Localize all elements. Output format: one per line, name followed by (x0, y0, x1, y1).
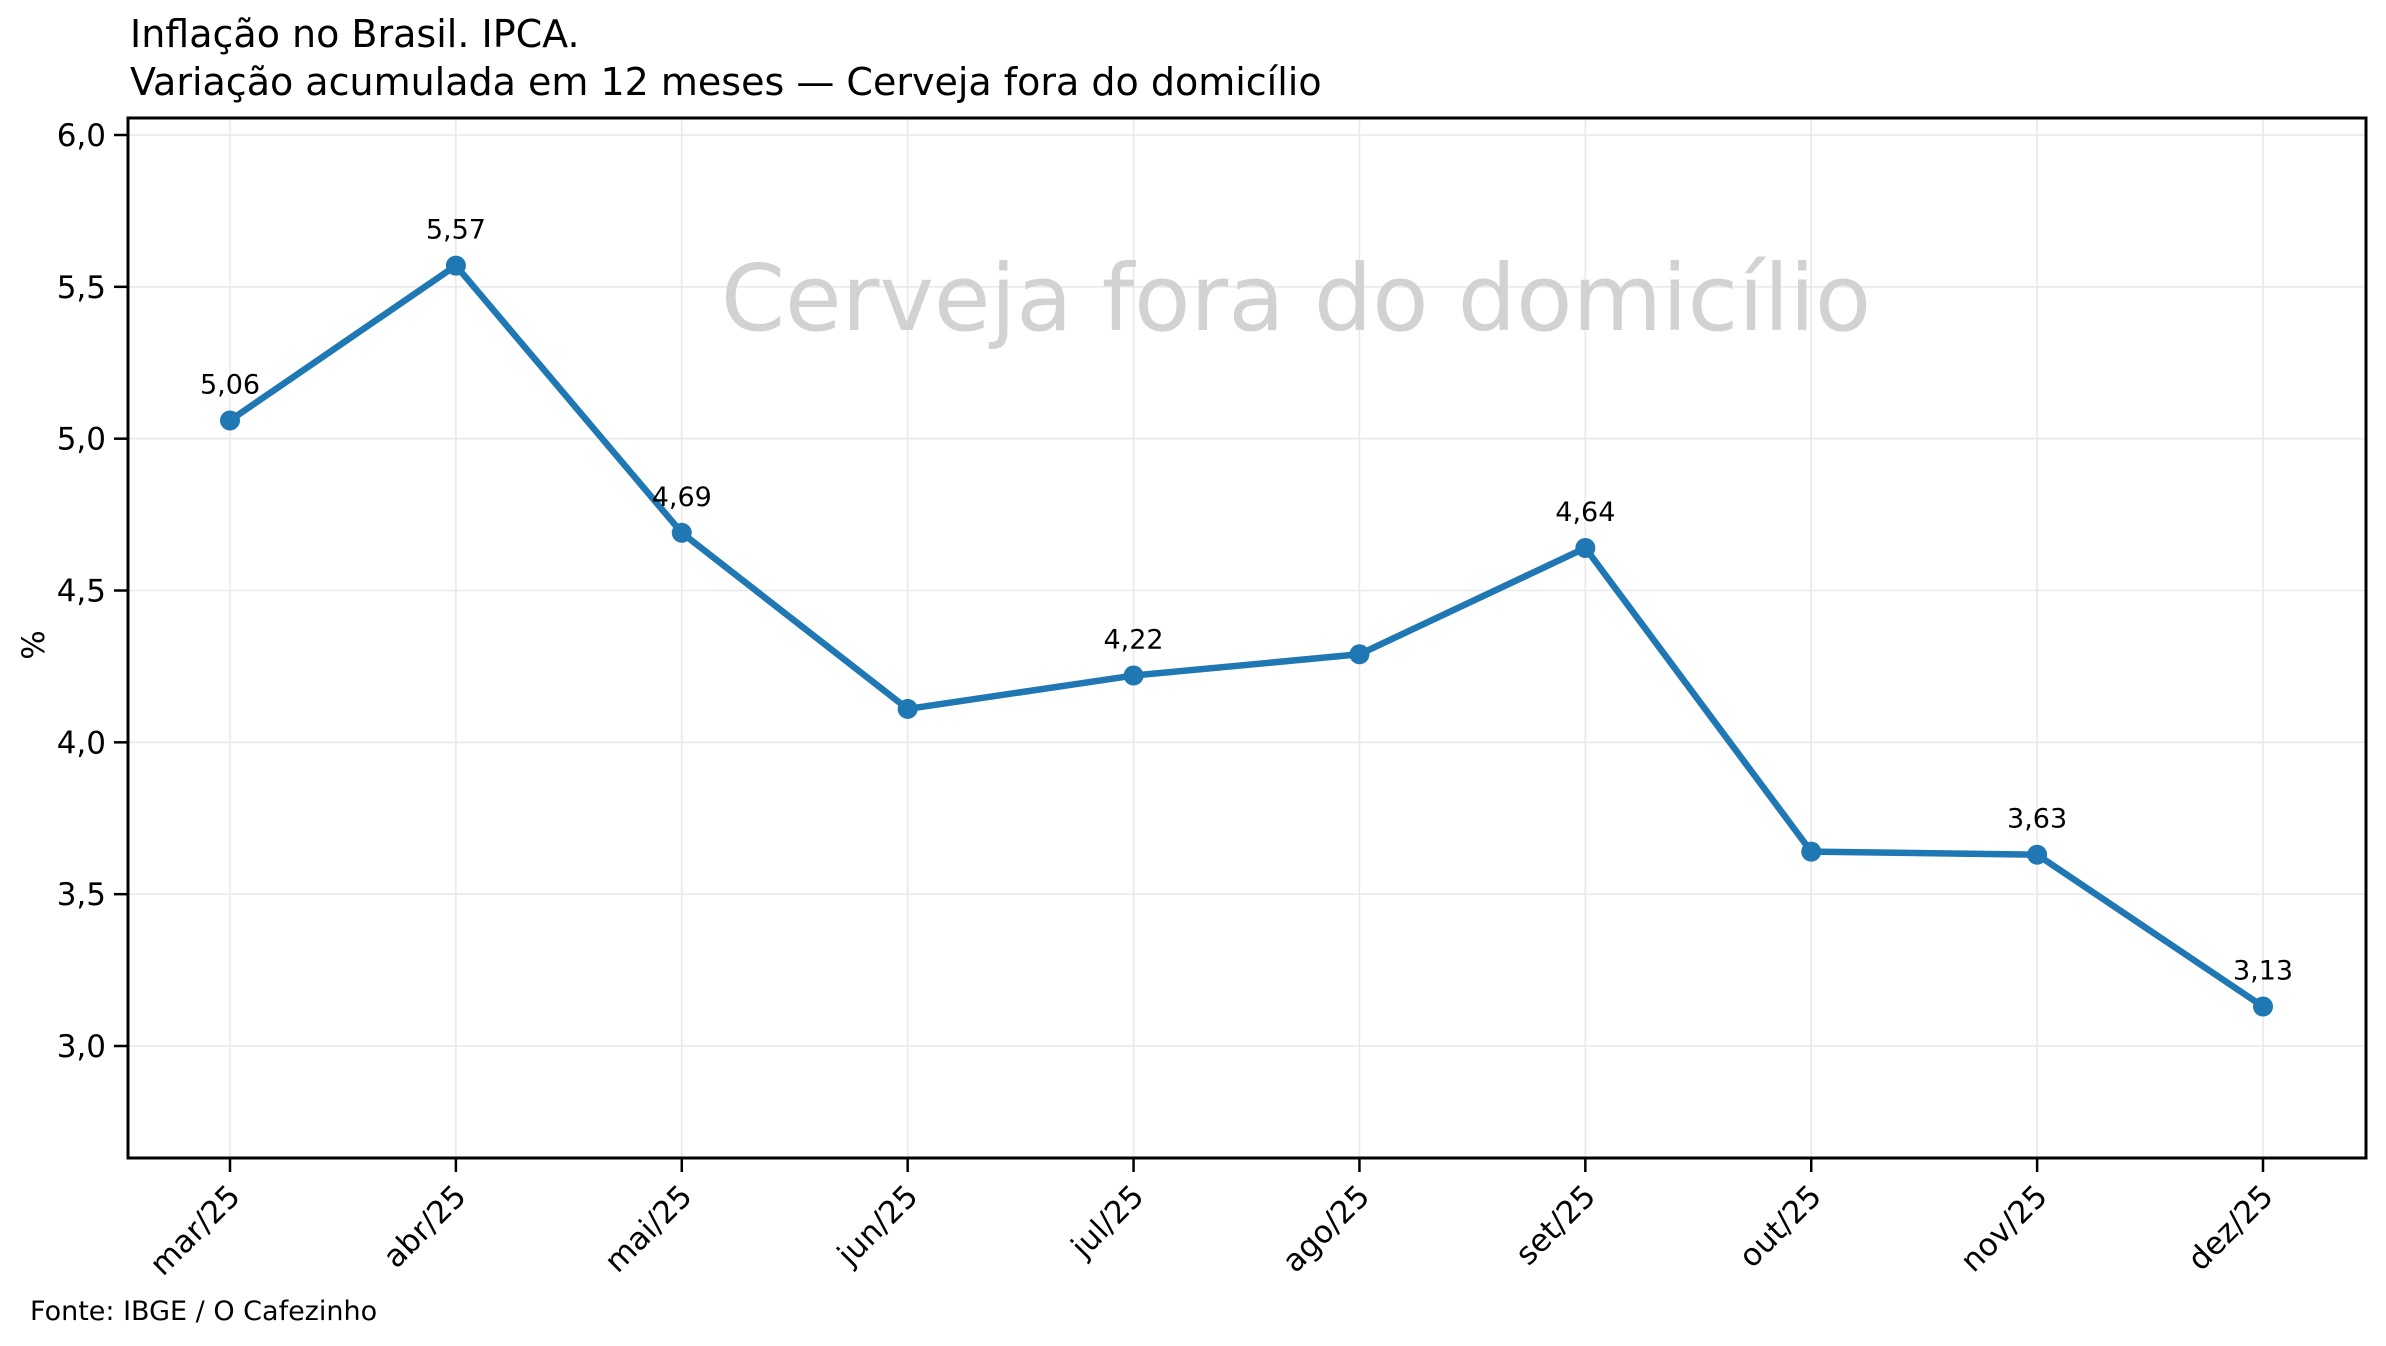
chart-title-line-1: Inflação no Brasil. IPCA. (130, 12, 580, 56)
data-point-label: 5,57 (426, 215, 486, 246)
y-tick-label: 4,5 (57, 574, 106, 610)
data-points-group (220, 255, 2274, 1017)
data-point (445, 255, 466, 276)
data-point-label: 3,63 (2007, 804, 2067, 835)
y-tick-label: 5,5 (57, 270, 106, 306)
y-axis-tick-labels: 6,0 5,5 5,0 4,5 4,0 3,5 3,0 (57, 118, 106, 1065)
y-tick-label: 4,0 (57, 725, 106, 761)
data-point (220, 410, 240, 431)
data-point (2253, 996, 2274, 1017)
y-tick-label: 3,0 (57, 1029, 106, 1065)
x-tick-label: jul/25 (1064, 1178, 1152, 1266)
data-point (671, 522, 692, 543)
x-tick-label: out/25 (1732, 1178, 1829, 1275)
data-point (1575, 537, 1596, 558)
x-tick-label: nov/25 (1954, 1178, 2055, 1279)
grid-lines (128, 118, 2366, 1158)
x-tick-label: mar/25 (143, 1178, 248, 1283)
series-line-group (226, 262, 2267, 1010)
data-point-label: 5,06 (200, 369, 260, 400)
data-point-label: 3,13 (2233, 956, 2293, 987)
y-tick-label: 6,0 (57, 118, 106, 154)
data-point-label: 4,22 (1103, 625, 1163, 656)
data-point-label: 4,69 (652, 482, 712, 513)
watermark-text: Cerveja fora do domicílio (721, 245, 1871, 352)
data-point (2027, 844, 2048, 865)
data-point (1801, 841, 1822, 862)
x-tick-label: jun/25 (830, 1178, 925, 1273)
data-point-label: 4,64 (1555, 497, 1615, 528)
x-axis-tick-labels: mar/25 abr/25 mai/25 jun/25 jul/25 ago/25 set/… (143, 1178, 2281, 1283)
chart-title-line-2: Variação acumulada em 12 meses — Cerveja… (130, 60, 1322, 104)
data-point (1349, 644, 1370, 665)
series-line (226, 262, 2267, 1010)
source-note: Fonte: IBGE / O Cafezinho (30, 1296, 377, 1327)
x-tick-label: mai/25 (598, 1178, 700, 1280)
data-point (897, 698, 918, 719)
x-tick-label: ago/25 (1276, 1178, 1377, 1279)
y-tick-label: 5,0 (57, 422, 106, 458)
axis-ticks (114, 133, 2265, 1172)
y-tick-label: 3,5 (57, 877, 106, 913)
plot-area-border (126, 116, 2368, 1160)
x-tick-label: abr/25 (376, 1178, 473, 1275)
x-tick-label: dez/25 (2181, 1178, 2281, 1278)
data-point-labels-group: 5,06 5,57 4,69 4,22 4,64 3,63 3,13 (200, 215, 2293, 987)
y-axis-label: % (16, 630, 52, 659)
x-tick-label: set/25 (1509, 1178, 1603, 1272)
data-point (1123, 665, 1144, 686)
